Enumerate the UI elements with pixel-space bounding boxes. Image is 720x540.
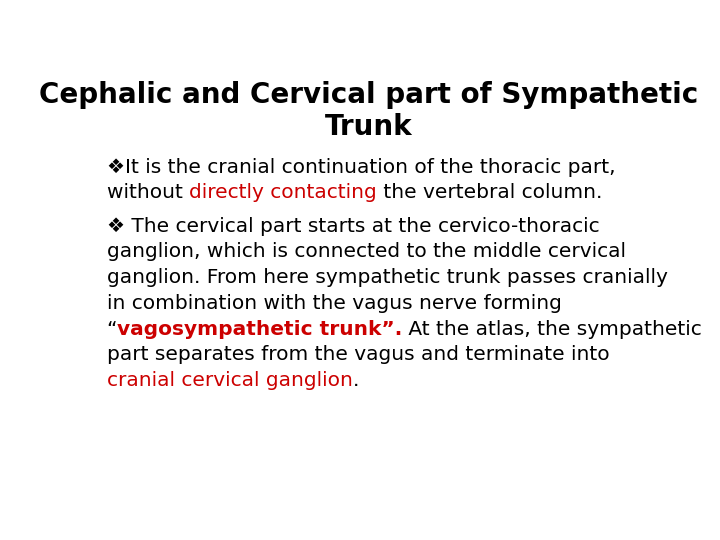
Text: without: without xyxy=(107,183,189,202)
Text: Cephalic and Cervical part of Sympathetic: Cephalic and Cervical part of Sympatheti… xyxy=(40,82,698,110)
Text: .: . xyxy=(353,371,359,390)
Text: At the atlas, the sympathetic: At the atlas, the sympathetic xyxy=(402,320,702,339)
Text: Trunk: Trunk xyxy=(325,113,413,140)
Text: vagosympathetic trunk”.: vagosympathetic trunk”. xyxy=(117,320,402,339)
Text: ❖: ❖ xyxy=(107,158,125,177)
Text: part separates from the vagus and terminate into: part separates from the vagus and termin… xyxy=(107,346,609,365)
Text: in combination with the vagus nerve forming: in combination with the vagus nerve form… xyxy=(107,294,562,313)
Text: ganglion. From here sympathetic trunk passes cranially: ganglion. From here sympathetic trunk pa… xyxy=(107,268,667,287)
Text: cranial cervical ganglion: cranial cervical ganglion xyxy=(107,371,353,390)
Text: ganglion, which is connected to the middle cervical: ganglion, which is connected to the midd… xyxy=(107,242,626,261)
Text: It is the cranial continuation of the thoracic part,: It is the cranial continuation of the th… xyxy=(125,158,616,177)
Text: the vertebral column.: the vertebral column. xyxy=(377,183,602,202)
Text: directly contacting: directly contacting xyxy=(189,183,377,202)
Text: “: “ xyxy=(107,320,117,339)
Text: ❖ The cervical part starts at the cervico-thoracic: ❖ The cervical part starts at the cervic… xyxy=(107,217,599,235)
